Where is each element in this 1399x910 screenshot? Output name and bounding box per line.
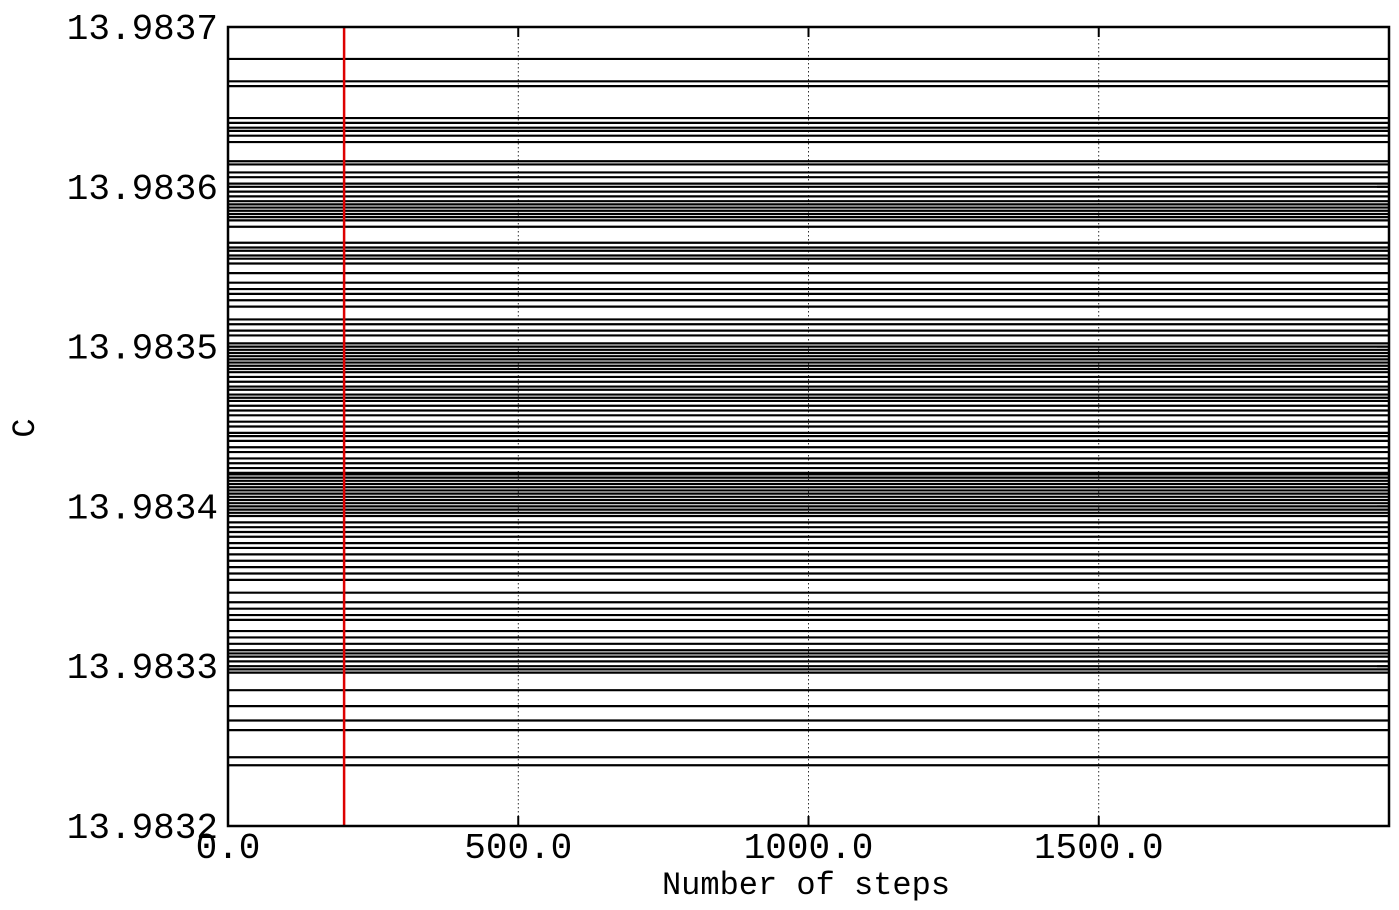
y-axis-label: C: [7, 418, 44, 437]
x-axis-label: Number of steps: [662, 867, 950, 904]
walker-traces: [228, 57, 1389, 767]
tick-marks: [227, 26, 1389, 827]
x-tick-label: 1000.0: [744, 828, 874, 869]
x-tick-label: 500.0: [464, 828, 572, 869]
y-tick-label: 13.9836: [67, 169, 218, 210]
y-tick-labels: 13.9832 13.9833 13.9834 13.9835 13.9836 13.98…: [67, 9, 218, 849]
x-tick-label: 0.0: [196, 828, 261, 869]
y-tick-label: 13.9834: [67, 488, 218, 529]
y-tick-label: 13.9835: [67, 329, 218, 370]
x-tick-labels: 0.0 500.0 1000.0 1500.0: [196, 828, 1164, 869]
y-tick-label: 13.9833: [67, 648, 218, 689]
x-tick-label: 1500.0: [1034, 828, 1164, 869]
y-tick-label: 13.9832: [67, 808, 218, 849]
y-tick-label: 13.9837: [67, 9, 218, 50]
